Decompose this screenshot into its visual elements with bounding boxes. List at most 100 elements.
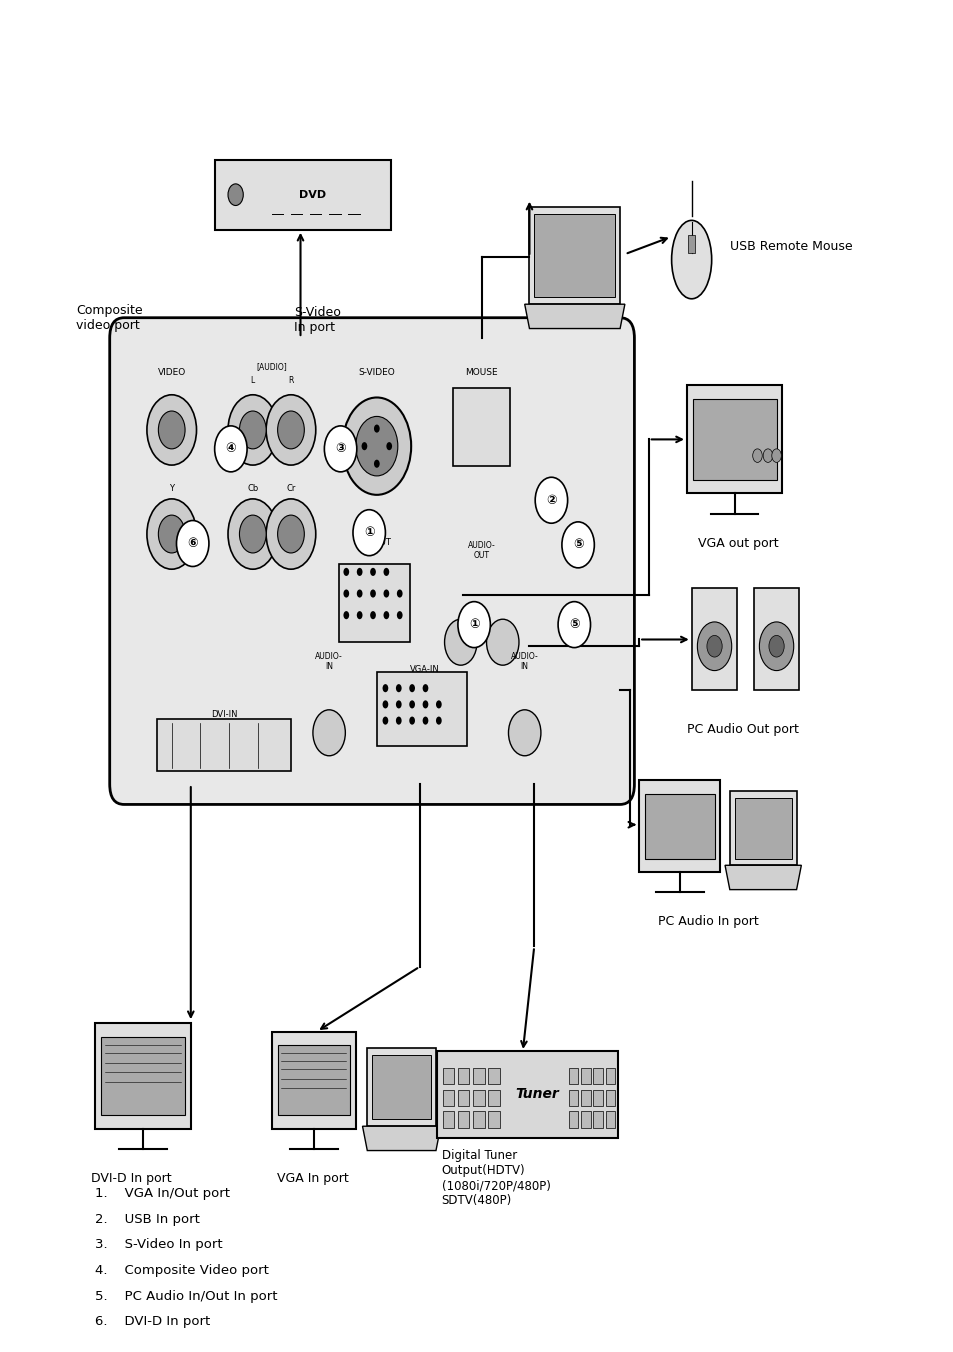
Bar (691, 588, 737, 690)
Circle shape (158, 411, 185, 449)
Circle shape (422, 717, 428, 725)
Bar (568, 1068, 578, 1084)
Bar (277, 1045, 350, 1115)
Circle shape (313, 710, 345, 756)
Text: Y: Y (169, 484, 174, 493)
Circle shape (395, 717, 401, 725)
Bar (473, 1111, 484, 1128)
Circle shape (759, 622, 793, 671)
Bar (457, 1090, 469, 1106)
Circle shape (374, 460, 379, 468)
Circle shape (386, 442, 392, 450)
Circle shape (383, 568, 389, 576)
Circle shape (214, 426, 247, 472)
Bar (488, 1090, 499, 1106)
Bar (568, 1111, 578, 1128)
Text: ①: ① (468, 618, 479, 631)
Circle shape (457, 602, 490, 648)
Ellipse shape (671, 220, 711, 299)
Bar (376, 672, 467, 746)
Bar (488, 1068, 499, 1084)
Text: DVD: DVD (298, 189, 326, 200)
Bar (488, 1111, 499, 1128)
Bar (593, 1090, 602, 1106)
Text: USB Remote Mouse: USB Remote Mouse (729, 239, 852, 253)
Circle shape (324, 426, 356, 472)
Circle shape (382, 684, 388, 692)
Circle shape (343, 589, 349, 598)
Circle shape (409, 684, 415, 692)
Text: AUDIO-
OUT: AUDIO- OUT (467, 541, 496, 560)
Text: DVI-IN: DVI-IN (211, 710, 237, 719)
Bar (473, 1068, 484, 1084)
Text: [AUDIO]: [AUDIO] (256, 362, 287, 372)
Circle shape (422, 700, 428, 708)
Polygon shape (724, 865, 801, 890)
Bar (338, 564, 410, 642)
Bar (734, 798, 791, 859)
Bar (442, 1111, 454, 1128)
Circle shape (762, 449, 772, 462)
Circle shape (266, 499, 315, 569)
Circle shape (147, 395, 196, 465)
Circle shape (356, 568, 362, 576)
Bar (729, 791, 796, 865)
Circle shape (697, 622, 731, 671)
Text: Digital Tuner
Output(HDTV)
(1080i/720P/480P)
SDTV(480P): Digital Tuner Output(HDTV) (1080i/720P/4… (441, 1149, 550, 1207)
Text: Composite
video port: Composite video port (76, 304, 143, 331)
Text: PC Audio In port: PC Audio In port (658, 915, 759, 929)
Text: ⑤: ⑤ (568, 618, 579, 631)
Bar (442, 1068, 454, 1084)
Polygon shape (524, 304, 624, 329)
Circle shape (395, 700, 401, 708)
Text: VGA-IN: VGA-IN (409, 665, 439, 675)
Bar (753, 588, 799, 690)
Circle shape (355, 416, 397, 476)
Circle shape (356, 611, 362, 619)
Text: 3.    S-Video In port: 3. S-Video In port (95, 1238, 223, 1252)
Bar (644, 794, 714, 859)
Bar (568, 1090, 578, 1106)
Circle shape (228, 395, 277, 465)
Circle shape (342, 397, 411, 495)
Circle shape (383, 589, 389, 598)
Polygon shape (362, 1126, 440, 1151)
Text: PC Audio Out port: PC Audio Out port (686, 723, 798, 737)
Circle shape (768, 635, 783, 657)
Circle shape (147, 499, 196, 569)
Bar (580, 1068, 590, 1084)
Text: S-Video
In port: S-Video In port (294, 307, 340, 334)
Circle shape (706, 635, 721, 657)
Circle shape (374, 425, 379, 433)
Circle shape (561, 522, 594, 568)
Text: Cb: Cb (247, 484, 258, 493)
Circle shape (343, 611, 349, 619)
Circle shape (436, 700, 441, 708)
Circle shape (370, 611, 375, 619)
Circle shape (436, 717, 441, 725)
Circle shape (370, 589, 375, 598)
Circle shape (361, 442, 367, 450)
Text: ⑤: ⑤ (572, 538, 583, 552)
Circle shape (383, 611, 389, 619)
Circle shape (444, 619, 476, 665)
Circle shape (382, 717, 388, 725)
Text: ④: ④ (225, 442, 236, 456)
Text: VGA out port: VGA out port (698, 537, 779, 550)
Text: AUDIO-
IN: AUDIO- IN (510, 652, 538, 671)
Text: S-VIDEO: S-VIDEO (358, 368, 395, 377)
Text: VGA-OUT: VGA-OUT (353, 538, 391, 548)
Circle shape (535, 477, 567, 523)
Circle shape (370, 568, 375, 576)
Bar (686, 385, 781, 493)
Circle shape (396, 611, 402, 619)
Circle shape (158, 515, 185, 553)
Text: 6.    DVI-D In port: 6. DVI-D In port (95, 1315, 211, 1329)
Bar (101, 1037, 185, 1115)
Circle shape (353, 510, 385, 556)
Bar (605, 1111, 615, 1128)
Circle shape (239, 411, 266, 449)
Circle shape (228, 184, 243, 206)
Circle shape (343, 568, 349, 576)
Text: ②: ② (545, 493, 557, 507)
